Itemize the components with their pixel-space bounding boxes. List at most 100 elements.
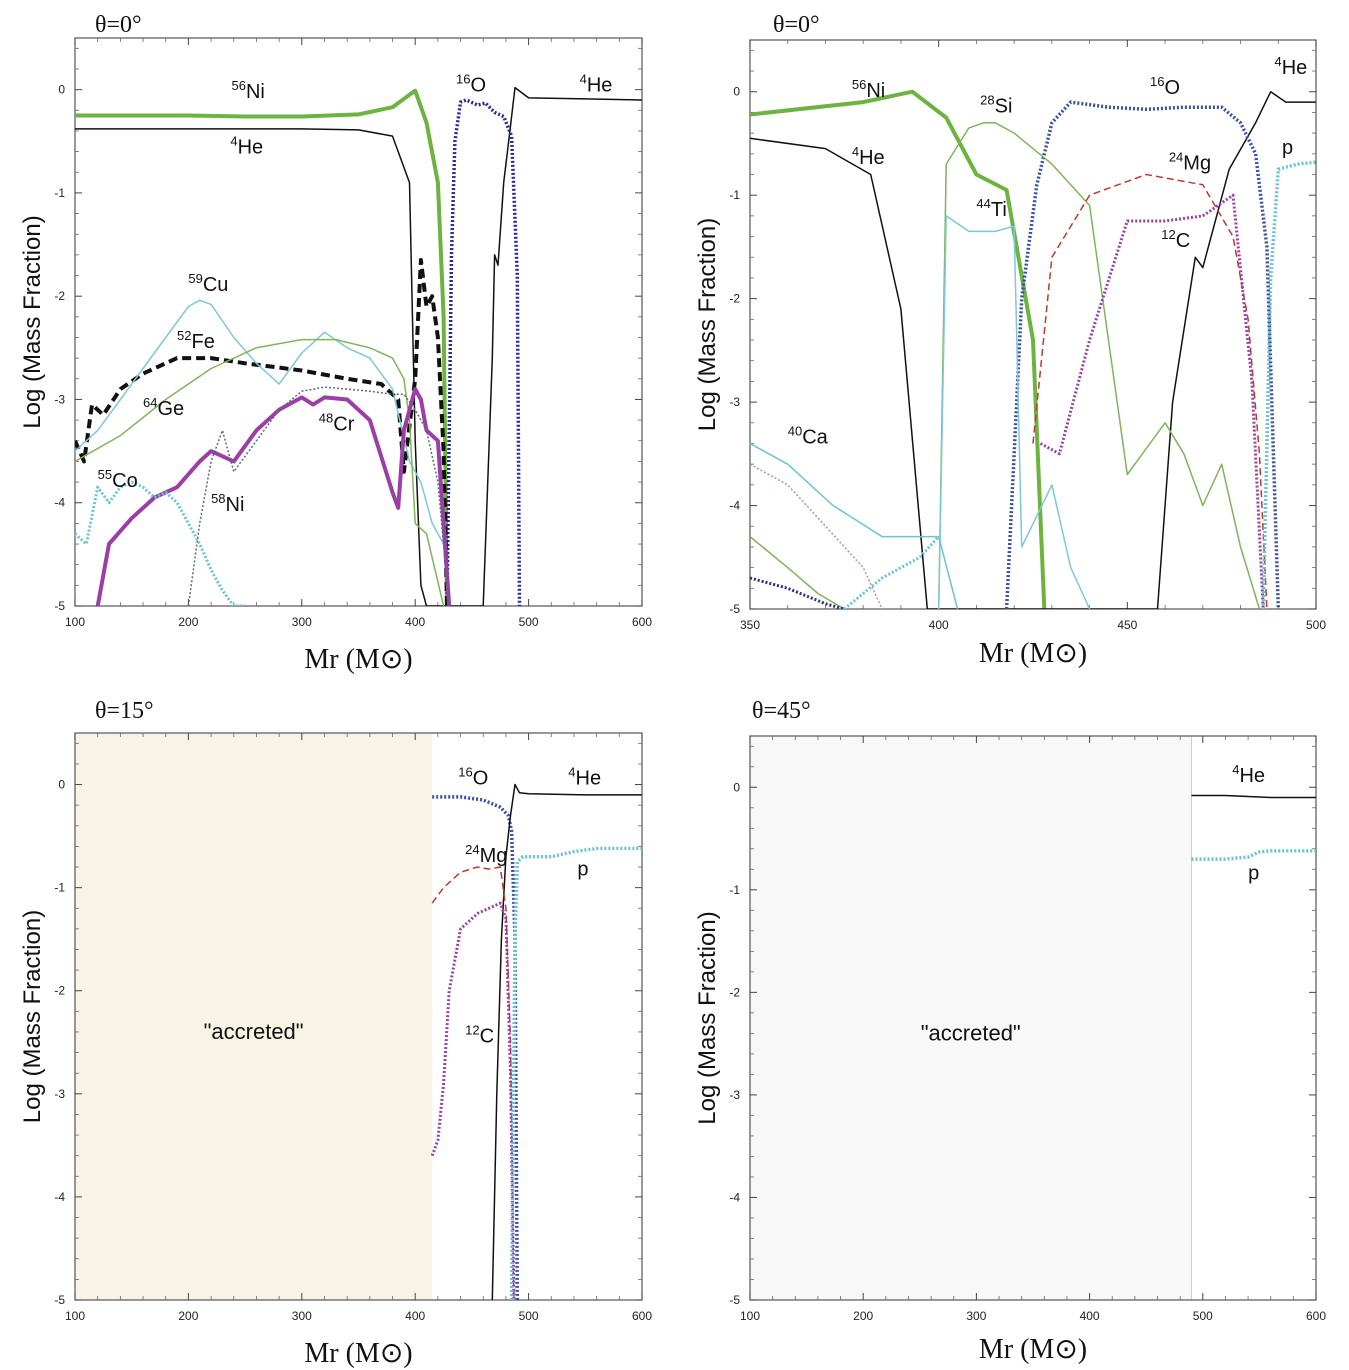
series-line-p (509, 846, 642, 1300)
x-tick-label: 600 (632, 1309, 652, 1323)
y-tick-label: -3 (54, 1087, 65, 1101)
y-tick-label: 0 (733, 780, 740, 794)
series-label: 16O (456, 72, 486, 97)
x-tick-label: 450 (1117, 618, 1137, 632)
series-label: 4He (568, 765, 601, 790)
chart-panel-2: -5 -4 -3 -2 -1 0 350 400 450 500 56Ni 4He 28Si 16O 4He… (694, 12, 1326, 669)
series-line-p (1261, 160, 1316, 609)
x-tick-label: 350 (740, 618, 760, 632)
accreted-region (750, 736, 1192, 1300)
y-tick-label: -2 (54, 984, 65, 998)
x-tick-label: 600 (1306, 1309, 1326, 1323)
panel-title: θ=0° (95, 12, 142, 38)
series-label: 48Cr (319, 410, 355, 435)
series-label: 16O (458, 765, 488, 790)
series-label: 16O (1150, 74, 1180, 99)
series-label: 4He (580, 72, 613, 97)
series-line-48cr (95, 387, 452, 606)
x-tick-label: 600 (632, 615, 652, 629)
y-axis-label: Log (Mass Fraction) (694, 218, 721, 431)
y-tick-label: -2 (729, 292, 740, 306)
series-line-unlabeled-12 (843, 535, 940, 609)
series-line-unlabeled-10 (750, 536, 845, 609)
y-tick-label: -4 (54, 1190, 65, 1204)
series-line-4he (491, 783, 642, 1300)
chart-panel-4: "accreted" -5 -4 -3 -2 -1 0 100 200 300 400 500 600 4… (694, 698, 1326, 1365)
x-tick-label: 100 (65, 1309, 85, 1323)
x-tick-label: 200 (853, 1309, 873, 1323)
panel-title: θ=45° (752, 698, 811, 724)
y-tick-label: -2 (729, 985, 740, 999)
series-line-44ti (937, 215, 1091, 609)
series-label: p (1282, 137, 1293, 159)
series-label: 24Mg (465, 842, 507, 867)
y-tick-label: -3 (729, 1088, 740, 1102)
y-tick-label: -5 (54, 1293, 65, 1307)
series-label: 56Ni (231, 78, 264, 103)
series-line-24mg (1032, 173, 1268, 609)
series-label: 44Ti (976, 196, 1006, 221)
y-tick-label: 0 (58, 778, 65, 792)
series-line-p (1191, 849, 1316, 861)
series-label: p (1248, 863, 1259, 885)
series-line-64ge (75, 338, 445, 606)
series-label: 55Co (98, 467, 138, 492)
series-line-40ca (750, 442, 959, 609)
y-tick-label: -4 (729, 1190, 740, 1204)
series-line-unlabeled-9 (750, 463, 883, 609)
x-tick-label: 300 (966, 1309, 986, 1323)
y-tick-label: -3 (54, 392, 65, 406)
x-tick-label: 400 (929, 618, 949, 632)
x-tick-label: 500 (1306, 618, 1326, 632)
y-axis-label: Log (Mass Fraction) (19, 215, 46, 428)
series-label: 4He (852, 144, 885, 169)
x-tick-label: 200 (178, 615, 198, 629)
series-line-58ni (187, 386, 450, 606)
accreted-label: "accreted" (204, 1019, 304, 1044)
panel-title: θ=15° (95, 698, 154, 724)
y-tick-label: 0 (733, 85, 740, 99)
plot-frame (749, 735, 1317, 1301)
x-tick-label: 100 (740, 1309, 760, 1323)
y-tick-label: -4 (54, 496, 65, 510)
series-label: 40Ca (788, 423, 829, 448)
y-tick-label: -2 (54, 289, 65, 303)
series-label: 58Ni (211, 491, 244, 516)
series-line-16o (432, 795, 520, 1300)
series-label: 59Cu (188, 271, 228, 296)
x-tick-label: 500 (519, 1309, 539, 1323)
series-line-4he (1191, 794, 1316, 799)
series-line-4he (750, 90, 1316, 609)
x-axis-label: Mr (M⊙) (304, 644, 412, 675)
y-axis-label: Log (Mass Fraction) (19, 910, 46, 1123)
plot-frame (74, 732, 643, 1301)
series-line-12c (1039, 193, 1265, 609)
series-label: 12C (1161, 227, 1190, 252)
x-tick-label: 200 (178, 1309, 198, 1323)
x-axis-label: Mr (M⊙) (304, 1338, 412, 1369)
x-axis-label: Mr (M⊙) (979, 638, 1087, 669)
y-tick-label: -5 (54, 599, 65, 613)
y-tick-label: 0 (58, 83, 65, 97)
chart-panel-1: -5 -4 -3 -2 -1 0 100 200 300 400 500 600 56Ni 4He 16O 4… (19, 12, 652, 675)
series-line-16o (1004, 100, 1281, 609)
y-tick-label: -1 (729, 188, 740, 202)
accreted-region (75, 733, 433, 1300)
series-line-28si (937, 122, 1261, 609)
series-line-56ni (750, 89, 1047, 609)
series-label: 4He (230, 134, 263, 159)
y-tick-label: -5 (729, 602, 740, 616)
series-line-59cu (75, 299, 445, 545)
series-label: p (577, 858, 588, 880)
series-label: 64Ge (143, 395, 184, 420)
series-label: 24Mg (1169, 149, 1211, 174)
series-line-unlabeled-11 (750, 576, 845, 609)
x-tick-label: 400 (405, 1309, 425, 1323)
x-tick-label: 300 (292, 615, 312, 629)
series-line-56ni (75, 88, 449, 606)
series-label: 12C (465, 1022, 494, 1047)
accreted-label: "accreted" (921, 1021, 1021, 1046)
series-label: 28Si (980, 92, 1012, 117)
x-tick-label: 400 (405, 615, 425, 629)
